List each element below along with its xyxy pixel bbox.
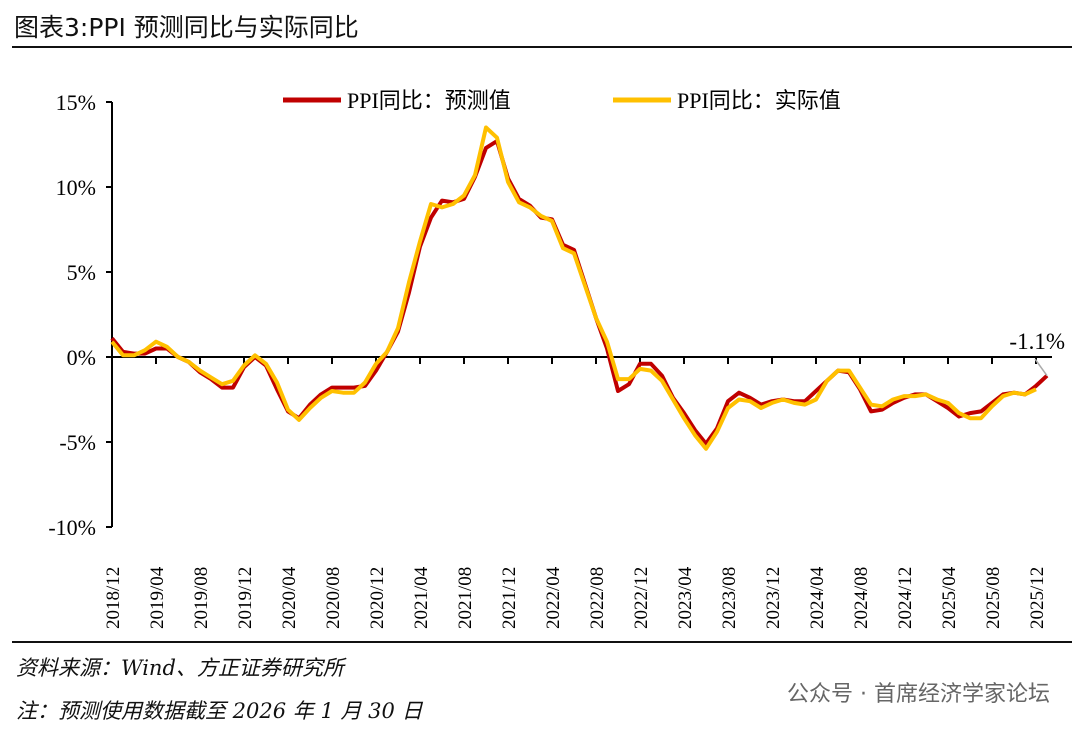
x-tick-label: 2025/08 [983, 567, 1004, 629]
legend-label: PPI同比：实际值 [677, 88, 841, 113]
x-tick-label: 2025/12 [1027, 567, 1048, 629]
y-tick-label: 10% [56, 175, 96, 200]
x-tick-label: 2021/12 [499, 567, 520, 629]
top-rule [12, 46, 1072, 48]
x-tick-label: 2020/08 [323, 567, 344, 629]
x-tick-label: 2020/12 [367, 567, 388, 629]
y-tick-label: -10% [48, 515, 96, 540]
x-tick-label: 2023/08 [719, 567, 740, 629]
x-tick-label: 2022/04 [543, 566, 564, 629]
x-tick-label: 2019/04 [147, 566, 168, 629]
x-tick-label: 2021/08 [455, 567, 476, 629]
bottom-rule [12, 641, 1072, 643]
y-tick-label: 15% [56, 90, 96, 115]
annotation-leader [1034, 358, 1048, 377]
x-tick-label: 2023/12 [763, 567, 784, 629]
x-tick-label: 2021/04 [411, 566, 432, 629]
x-tick-label: 2024/08 [851, 567, 872, 629]
y-tick-label: -5% [59, 430, 96, 455]
series-line-actual [110, 125, 1037, 451]
date-note: 注：预测使用数据截至 2026 年 1 月 30 日 [16, 699, 423, 723]
source-note: 资料来源：Wind、方正证券研究所 [16, 656, 344, 680]
x-tick-label: 2024/12 [895, 567, 916, 629]
x-tick-label: 2025/04 [939, 566, 960, 629]
x-tick-label: 2018/12 [103, 567, 124, 629]
x-tick-label: 2022/12 [631, 567, 652, 629]
y-tick-label: 0% [67, 345, 96, 370]
legend-label: PPI同比：预测值 [347, 88, 511, 113]
x-tick-label: 2019/12 [235, 567, 256, 629]
y-tick-label: 5% [67, 260, 96, 285]
x-tick-label: 2020/04 [279, 566, 300, 629]
x-tick-label: 2019/08 [191, 567, 212, 629]
x-tick-label: 2024/04 [807, 566, 828, 629]
ppi-line-chart: 15% 10% 5% 0% -5% -10% 2018/12 2019/04 2019/08 20… [48, 88, 1065, 629]
series-line-forecast [110, 139, 1049, 446]
x-tick-label: 2022/08 [587, 567, 608, 629]
figure-title: 图表3:PPI 预测同比与实际同比 [14, 13, 359, 42]
watermark: 公众号 · 首席经济学家论坛 [787, 682, 1050, 707]
annotation-label: -1.1% [1009, 329, 1065, 354]
x-tick-label: 2023/04 [675, 566, 696, 629]
